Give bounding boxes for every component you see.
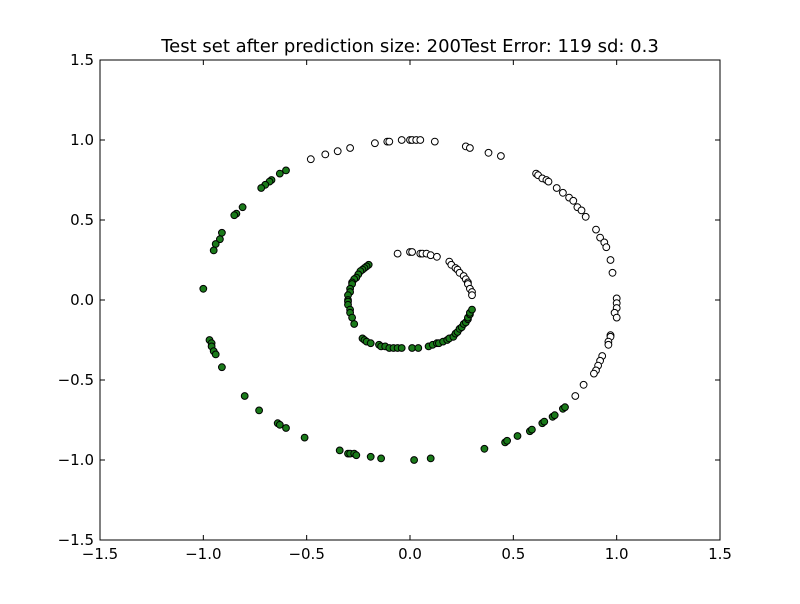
scatter-point xyxy=(577,206,586,215)
scatter-point xyxy=(604,340,613,349)
x-tick-label: −0.5 xyxy=(288,545,324,563)
scatter-point xyxy=(238,203,247,212)
scatter-point xyxy=(513,432,522,440)
plot-frame xyxy=(99,59,721,541)
x-tick-label: 1.0 xyxy=(605,545,629,563)
scatter-point xyxy=(366,339,375,348)
scatter-point xyxy=(306,155,315,164)
scatter-point xyxy=(282,424,290,432)
scatter-point xyxy=(414,344,423,352)
scatter-point xyxy=(596,233,604,242)
scatter-point xyxy=(218,363,226,372)
scatter-point xyxy=(199,284,208,293)
scatter-point xyxy=(346,144,355,152)
scatter-point xyxy=(581,212,590,221)
scatter-point xyxy=(416,136,425,144)
scatter-point xyxy=(592,225,600,234)
y-tick-label: 1.5 xyxy=(70,51,94,69)
scatter-point xyxy=(350,320,359,328)
scatter-point xyxy=(397,344,406,352)
scatter-point xyxy=(503,436,512,445)
scatter-point xyxy=(240,392,249,400)
scatter-point xyxy=(211,240,220,248)
scatter-point xyxy=(333,147,342,156)
chart-title: Test set after prediction size: 200Test … xyxy=(160,36,659,57)
scatter-point xyxy=(352,451,361,460)
scatter-point xyxy=(561,403,569,412)
scatter-point xyxy=(275,420,284,429)
scatter-point xyxy=(335,446,344,455)
scatter-point xyxy=(552,184,561,192)
scatter-point xyxy=(544,177,553,186)
scatter-point xyxy=(255,406,264,415)
scatter-point xyxy=(550,411,559,420)
scatter-point xyxy=(366,452,375,461)
scatter-point xyxy=(211,350,220,359)
scatter-point xyxy=(397,136,406,144)
scatter-point xyxy=(275,169,284,178)
scatter-point xyxy=(321,150,330,159)
scatter-point xyxy=(230,211,239,220)
scatter-point xyxy=(484,148,493,157)
points-layer xyxy=(199,136,621,464)
scatter-point xyxy=(385,137,394,146)
scatter-point xyxy=(468,291,476,300)
scatter-point xyxy=(608,268,617,277)
x-tick-label: −1.5 xyxy=(82,545,118,563)
scatter-point xyxy=(348,313,357,322)
ticks-layer: −1.5 −1.0 −0.5 0.0 0.5 1.0 1.5 1.5 1.0 0.5 0.0 −0.5… xyxy=(58,51,732,563)
scatter-point xyxy=(590,369,598,378)
scatter-point xyxy=(209,246,218,255)
scatter-point xyxy=(497,152,505,160)
scatter-point xyxy=(430,137,439,146)
scatter-point xyxy=(393,249,402,258)
scatter-point xyxy=(433,252,441,261)
scatter-point xyxy=(371,139,379,148)
y-tick-label: −0.5 xyxy=(58,371,94,389)
scatter-point xyxy=(216,235,224,244)
scatter-point xyxy=(468,305,476,314)
scatter-point xyxy=(257,184,266,192)
scatter-point xyxy=(410,456,419,464)
scatter-point xyxy=(571,392,580,400)
y-tick-label: 1.0 xyxy=(70,131,94,149)
scatter-point xyxy=(218,228,226,237)
scatter-point xyxy=(408,248,417,256)
y-tick-label: −1.5 xyxy=(58,531,94,549)
x-tick-label: 1.5 xyxy=(708,545,732,563)
scatter-point xyxy=(426,454,435,463)
y-tick-label: −1.0 xyxy=(58,451,94,469)
x-tick-label: 0.0 xyxy=(398,545,422,563)
scatter-point xyxy=(300,433,309,442)
scatter-point xyxy=(480,444,489,453)
y-tick-label: 0.0 xyxy=(70,291,94,309)
x-tick-label: 0.5 xyxy=(501,545,525,563)
y-tick-label: 0.5 xyxy=(70,211,94,229)
scatter-point xyxy=(569,196,578,205)
scatter-point xyxy=(579,380,588,389)
scatter-point xyxy=(602,243,611,252)
scatter-point xyxy=(606,256,615,264)
scatter-point xyxy=(466,144,474,152)
x-tick-label: −1.0 xyxy=(185,545,221,563)
scatter-point xyxy=(559,188,567,197)
scatter-point xyxy=(282,166,290,175)
scatter-point xyxy=(540,417,549,426)
scatter-point xyxy=(528,425,536,434)
scatter-point xyxy=(377,454,386,463)
scatter-point xyxy=(612,313,621,322)
